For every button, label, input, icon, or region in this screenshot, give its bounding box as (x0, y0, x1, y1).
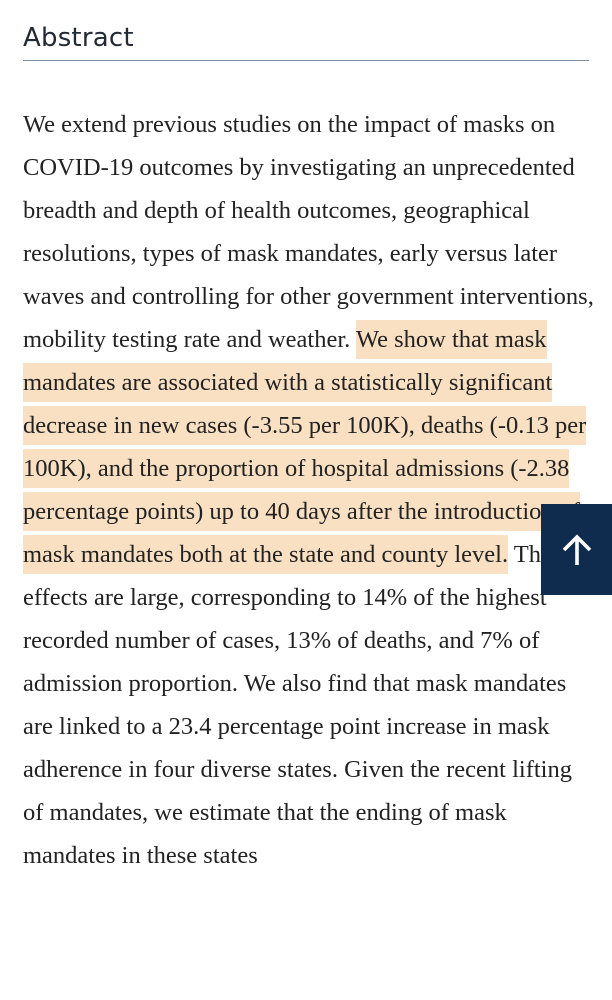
highlighted-text[interactable]: We show that mask mandates are associate… (23, 320, 587, 574)
back-to-top-button[interactable] (541, 504, 612, 595)
abstract-heading: Abstract (23, 23, 134, 53)
abstract-heading-container: Abstract (23, 18, 589, 61)
abstract-text-after-highlight: These effects are large, corresponding t… (23, 541, 572, 869)
abstract-text-before-highlight: We extend previous studies on the impact… (23, 111, 594, 353)
abstract-paragraph: We extend previous studies on the impact… (23, 103, 598, 877)
arrow-up-icon (559, 532, 595, 568)
